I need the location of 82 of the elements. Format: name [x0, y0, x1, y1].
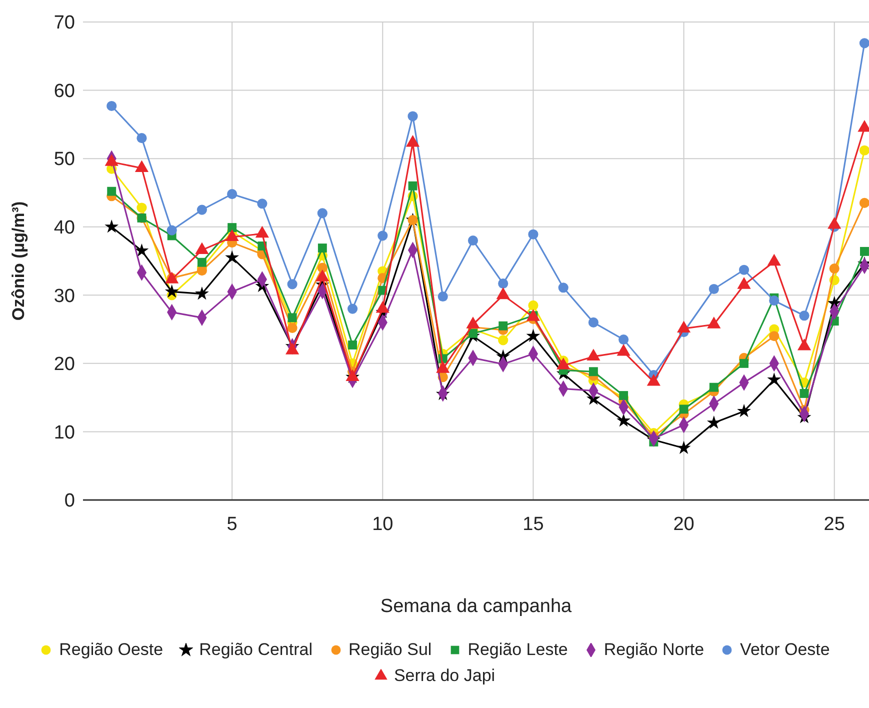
point — [679, 404, 688, 414]
point — [616, 413, 631, 427]
y-tick-label: 20 — [54, 354, 75, 376]
point — [558, 282, 568, 293]
y-tick-label: 0 — [64, 490, 75, 512]
point — [288, 313, 297, 322]
point — [619, 391, 628, 400]
point — [348, 340, 357, 350]
y-tick-label: 40 — [54, 218, 75, 239]
point — [227, 189, 238, 200]
point — [196, 204, 207, 215]
point — [195, 286, 209, 300]
x-tick-label: 15 — [522, 514, 544, 535]
point — [618, 334, 629, 345]
point — [104, 220, 119, 233]
point — [196, 266, 207, 276]
point — [318, 244, 327, 252]
point — [528, 229, 538, 240]
point — [257, 198, 268, 209]
point — [829, 263, 840, 274]
x-axis-title: Semana da campanha — [380, 596, 572, 617]
point — [468, 328, 478, 338]
y-axis-title: Ozônio (µg/m³) — [9, 201, 28, 321]
x-tick-label: 25 — [824, 514, 845, 535]
point — [287, 279, 298, 290]
point — [526, 328, 540, 342]
point — [588, 367, 598, 376]
point — [166, 225, 177, 236]
point — [498, 335, 508, 346]
point — [706, 416, 721, 429]
legend-label: Região Central — [199, 640, 313, 660]
y-tick-label: 70 — [54, 12, 75, 34]
point — [769, 296, 780, 306]
point — [136, 133, 147, 144]
y-tick-label: 30 — [54, 286, 75, 307]
legend-label: Região Oeste — [59, 640, 164, 660]
y-tick-label: 60 — [54, 80, 75, 102]
point — [676, 440, 691, 454]
point — [860, 246, 869, 256]
point — [769, 331, 780, 342]
legend-label: Vetor Oeste — [740, 640, 830, 660]
y-tick-label: 10 — [54, 422, 75, 444]
point — [408, 181, 418, 190]
x-tick-label: 20 — [673, 514, 694, 535]
point — [438, 291, 448, 302]
point — [408, 111, 418, 122]
legend-label: Região Norte — [604, 640, 704, 660]
point — [134, 243, 149, 257]
point — [859, 198, 869, 208]
point — [287, 322, 298, 333]
point — [378, 230, 388, 241]
point — [708, 284, 719, 294]
point — [588, 317, 598, 328]
point — [107, 186, 116, 196]
point — [197, 258, 206, 267]
point — [737, 404, 751, 418]
point — [799, 310, 810, 321]
point — [164, 284, 179, 298]
point — [228, 223, 237, 232]
legend-label: Região Leste — [468, 640, 568, 660]
point — [767, 372, 782, 386]
point — [800, 389, 809, 398]
legend-label: Região Sul — [348, 640, 432, 660]
point — [859, 38, 869, 48]
point — [347, 304, 358, 314]
point — [738, 264, 750, 275]
legend-label: Serra do Japi — [394, 666, 496, 686]
x-tick-label: 5 — [226, 514, 238, 535]
point — [498, 278, 508, 289]
point — [740, 358, 748, 368]
point — [106, 100, 117, 112]
point — [225, 250, 240, 264]
point — [136, 202, 147, 213]
y-tick-label: 50 — [54, 149, 75, 170]
point — [317, 208, 328, 218]
x-tick-label: 10 — [372, 514, 394, 535]
point — [317, 262, 328, 273]
point — [528, 300, 538, 310]
point — [498, 321, 508, 330]
point — [709, 382, 718, 392]
point — [468, 235, 478, 246]
point — [859, 145, 869, 156]
